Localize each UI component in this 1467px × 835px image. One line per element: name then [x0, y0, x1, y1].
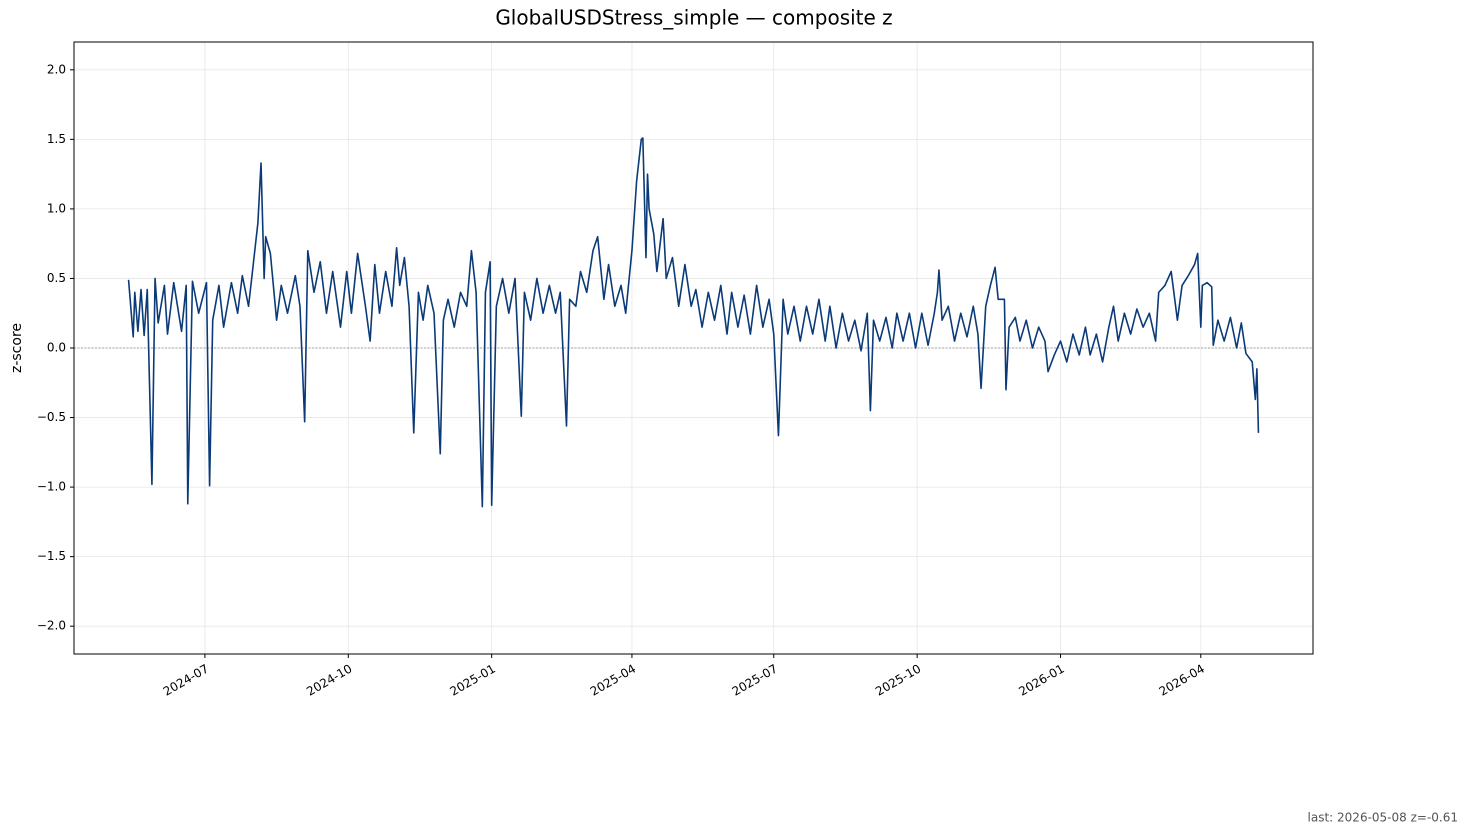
x-tick-label: 2025-01 — [448, 662, 498, 699]
y-tick-label: 2.0 — [47, 62, 66, 76]
x-tick-label: 2024-10 — [304, 662, 354, 699]
y-tick-label: −0.5 — [37, 410, 66, 424]
y-tick-label: −2.0 — [37, 619, 66, 633]
x-tick-label: 2025-10 — [873, 662, 923, 699]
y-tick-label: −1.0 — [37, 480, 66, 494]
x-tick-label: 2024-07 — [161, 662, 211, 699]
y-axis-label: z-score — [9, 323, 25, 373]
y-tick-label: 1.0 — [47, 201, 66, 215]
x-tick-label: 2026-04 — [1157, 662, 1207, 699]
x-tick-label: 2026-01 — [1016, 662, 1066, 699]
x-tick-label: 2025-04 — [588, 662, 638, 699]
chart-title: GlobalUSDStress_simple — composite z — [495, 6, 892, 30]
series-line — [127, 137, 1260, 508]
plot-frame — [73, 41, 1314, 655]
y-tick-label: 0.0 — [47, 341, 66, 355]
x-tick-label: 2025-07 — [730, 662, 780, 699]
y-tick-label: 1.5 — [47, 132, 66, 146]
y-tick-label: 0.5 — [47, 271, 66, 285]
y-tick-label: −1.5 — [37, 549, 66, 563]
annotation: last: 2026-05-08 z=-0.61 — [1308, 811, 1458, 825]
